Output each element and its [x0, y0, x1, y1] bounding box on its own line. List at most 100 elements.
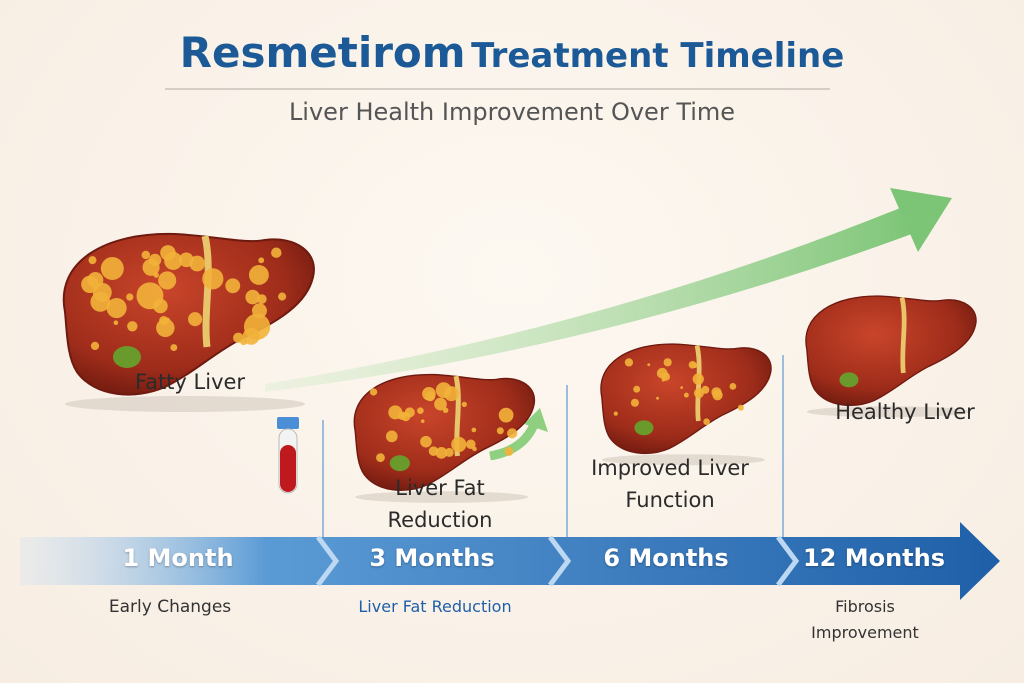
fat-droplet — [471, 427, 477, 433]
fat-droplet — [444, 386, 459, 402]
fat-droplet — [496, 427, 504, 435]
stage-caption: Liver Fat Reduction — [358, 597, 512, 616]
subtitle: Liver Health Improvement Over Time — [288, 98, 736, 126]
fat-droplet — [376, 453, 385, 463]
liver-shadow — [65, 396, 305, 412]
fat-droplet — [397, 411, 406, 420]
fat-droplet — [688, 360, 697, 369]
liver-label: Improved Liver Function — [591, 456, 749, 512]
test-tube — [277, 417, 299, 494]
fat-droplet — [404, 407, 415, 418]
fat-droplet — [420, 419, 425, 424]
fat-droplet — [647, 363, 651, 367]
gallbladder — [839, 372, 859, 388]
fat-droplet — [170, 344, 178, 352]
fat-droplet — [737, 404, 744, 411]
fat-droplet — [127, 321, 138, 332]
stage-label: 3 Months — [369, 544, 495, 572]
fat-droplet — [202, 268, 224, 290]
fat-droplet — [100, 256, 124, 280]
gallbladder — [113, 346, 141, 368]
fat-droplet — [160, 245, 176, 261]
fat-droplet — [630, 398, 639, 407]
fat-droplet — [158, 271, 177, 290]
gallbladder — [634, 420, 654, 436]
fat-droplet — [683, 392, 689, 398]
stage-label: 6 Months — [603, 544, 729, 572]
fat-droplet — [656, 396, 659, 400]
timeline-band — [20, 522, 1000, 600]
fat-droplet — [729, 383, 737, 390]
liver-label: Fatty Liver — [134, 370, 246, 394]
fat-droplet — [451, 436, 467, 453]
stage-label: 12 Months — [802, 544, 946, 572]
progress-arrow — [265, 206, 917, 392]
fat-droplet — [278, 292, 287, 301]
fat-droplet — [461, 401, 467, 408]
fat-droplet — [159, 316, 169, 326]
fat-droplet — [624, 358, 634, 367]
title-rest: Treatment Timeline — [471, 36, 845, 76]
fat-droplet — [271, 247, 282, 258]
fat-droplet — [188, 312, 203, 327]
fat-droplet — [417, 407, 424, 414]
liver — [62, 232, 315, 396]
fat-droplet — [420, 435, 432, 448]
fat-droplet — [680, 386, 684, 389]
fat-droplet — [613, 411, 618, 416]
fat-droplet — [663, 358, 672, 367]
fat-droplet — [444, 447, 454, 457]
fat-droplet — [251, 303, 267, 319]
fat-droplet — [245, 289, 260, 305]
fat-droplet — [703, 418, 710, 426]
fat-droplet — [141, 250, 151, 260]
liver-label: Liver Fat Reduction — [387, 476, 493, 532]
fat-droplet — [126, 293, 134, 301]
small-arrowhead — [524, 408, 548, 432]
gallbladder — [389, 455, 410, 472]
fat-droplet — [242, 327, 260, 345]
fat-droplet — [153, 272, 159, 278]
fat-droplet — [225, 278, 241, 294]
liver — [353, 373, 536, 491]
liver-label: Healthy Liver — [835, 400, 975, 424]
fat-droplet — [701, 385, 710, 394]
fat-droplet — [369, 388, 378, 396]
liver-shadow — [806, 406, 971, 418]
liver — [805, 295, 977, 406]
fat-droplet — [712, 390, 723, 401]
fat-droplet — [435, 446, 448, 459]
fat-droplet — [466, 439, 476, 450]
stage-label: 1 Month — [122, 544, 234, 572]
fat-droplet — [507, 428, 518, 439]
stage-caption: Early Changes — [108, 597, 232, 617]
stage-caption: Fibrosis Improvement — [811, 597, 919, 642]
fat-droplet — [106, 297, 127, 319]
fat-droplet — [385, 430, 398, 443]
liver — [600, 343, 772, 454]
fat-droplet — [90, 341, 100, 351]
fat-droplet — [248, 265, 269, 285]
fat-droplet — [113, 320, 119, 326]
liver-body — [805, 295, 977, 406]
title: Resmetirom Treatment Timeline — [0, 28, 1024, 77]
fat-droplet — [498, 407, 514, 423]
fat-droplet — [422, 386, 436, 401]
fat-droplet — [178, 252, 194, 268]
fat-droplet — [434, 397, 447, 411]
fat-droplet — [472, 446, 477, 452]
fat-droplet — [633, 385, 641, 393]
fat-droplet — [692, 373, 704, 385]
liver-shadow — [601, 454, 766, 466]
liver-shadow — [355, 491, 528, 503]
fat-droplet — [148, 253, 162, 267]
progress-arrowhead — [890, 188, 952, 252]
fat-droplet — [428, 446, 439, 456]
fat-droplet — [258, 257, 265, 264]
fat-droplet — [661, 372, 670, 381]
fat-droplet — [92, 282, 112, 302]
fat-droplet — [153, 298, 168, 314]
chevrons — [316, 535, 800, 587]
